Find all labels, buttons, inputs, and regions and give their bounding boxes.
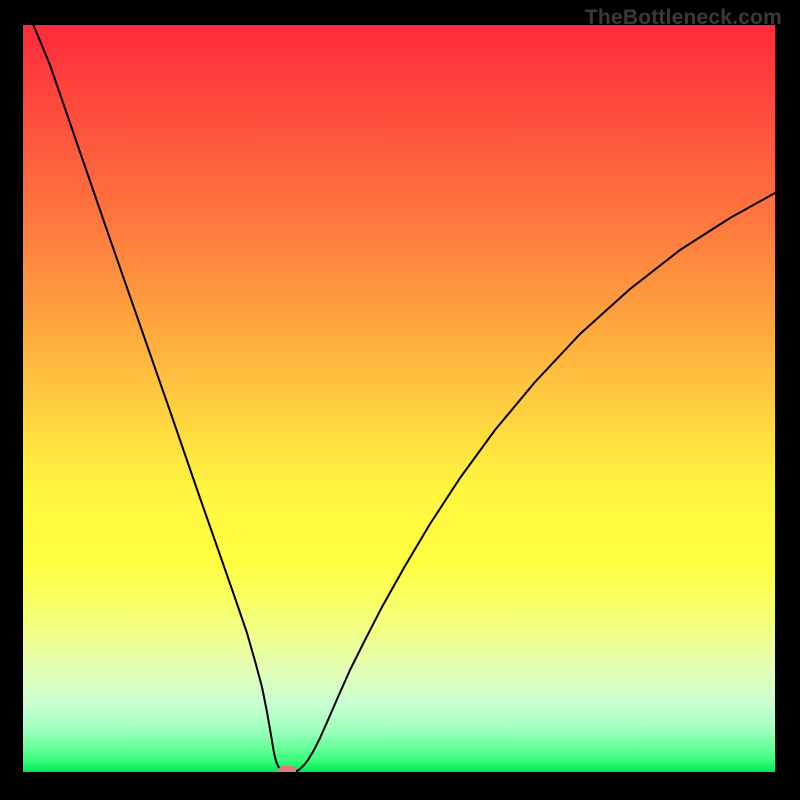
chart-svg — [23, 25, 775, 772]
plot-area — [23, 25, 775, 772]
watermark-text: TheBottleneck.com — [585, 6, 782, 30]
chart-container: TheBottleneck.com — [0, 0, 800, 800]
gradient-background — [23, 25, 775, 772]
minimum-marker — [278, 766, 296, 772]
